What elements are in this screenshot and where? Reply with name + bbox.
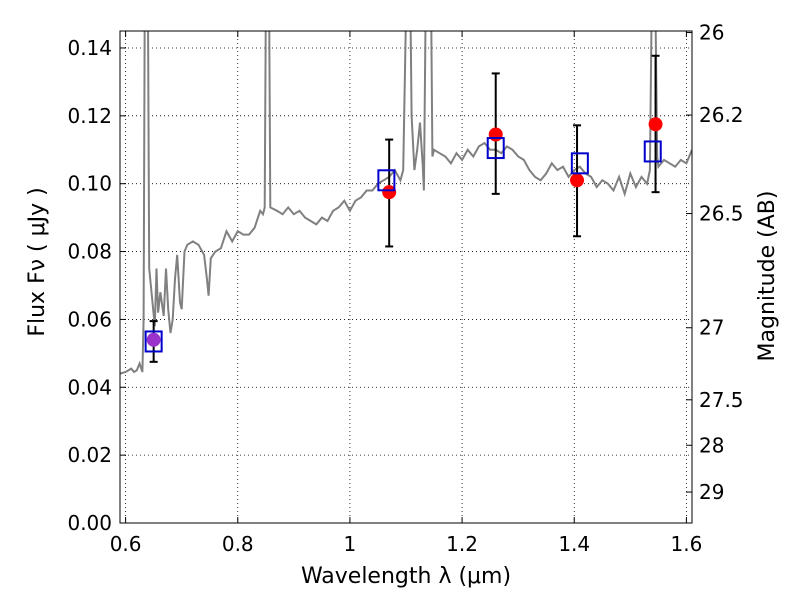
model-band-point	[486, 137, 505, 160]
y-tick-label: 0.04	[67, 375, 112, 399]
observed-point	[488, 127, 503, 142]
x-tick-label: 1	[344, 532, 357, 556]
y2-tick-label: 28	[699, 433, 724, 457]
observed-point	[382, 185, 397, 200]
model-band-point	[570, 152, 589, 175]
y-tick-label: 0.02	[67, 443, 112, 467]
observed-point	[146, 332, 161, 347]
plot-background	[120, 31, 692, 523]
x-axis-label: Wavelength λ (μm)	[301, 564, 511, 589]
y2-axis-label: Magnitude (AB)	[755, 191, 780, 362]
observed-point	[648, 117, 663, 132]
y2-tick-label: 26	[699, 21, 724, 45]
x-tick-label: 1.6	[670, 532, 702, 556]
y-tick-label: 0.14	[67, 36, 112, 60]
y2-axis-ticks: 26 26.2 26.5 27 27.5 28 29	[686, 21, 744, 504]
plot-frame	[119, 30, 693, 524]
y2-tick-label: 26.2	[699, 103, 744, 127]
y-tick-label: 0.06	[67, 307, 112, 331]
y-axis-ticks: 0.00 0.02 0.04 0.06 0.08 0.10 0.12 0.14	[67, 36, 126, 535]
y2-tick-label: 27.5	[699, 388, 744, 412]
y2-tick-label: 29	[699, 480, 724, 504]
x-tick-label: 0.6	[110, 532, 142, 556]
model-band-point	[377, 169, 396, 192]
model-band-point	[144, 330, 163, 353]
y-tick-label: 0.12	[67, 104, 112, 128]
x-tick-label: 1.2	[446, 532, 478, 556]
y-axis-label: Flux Fν ( μJy )	[25, 187, 50, 336]
y2-tick-label: 27	[699, 316, 724, 340]
y2-tick-label: 26.5	[699, 202, 744, 226]
x-tick-label: 1.4	[558, 532, 590, 556]
observed-point	[570, 173, 585, 188]
x-axis-ticks: 0.6 0.8 1 1.2 1.4 1.6	[110, 31, 702, 556]
x-tick-label: 0.8	[222, 532, 254, 556]
y-tick-label: 0.10	[67, 172, 112, 196]
model-band-point	[643, 140, 662, 163]
model-band-points	[144, 137, 662, 353]
y-tick-label: 0.08	[67, 240, 112, 264]
plot-area	[120, 31, 692, 375]
y-tick-label: 0.00	[67, 511, 112, 535]
